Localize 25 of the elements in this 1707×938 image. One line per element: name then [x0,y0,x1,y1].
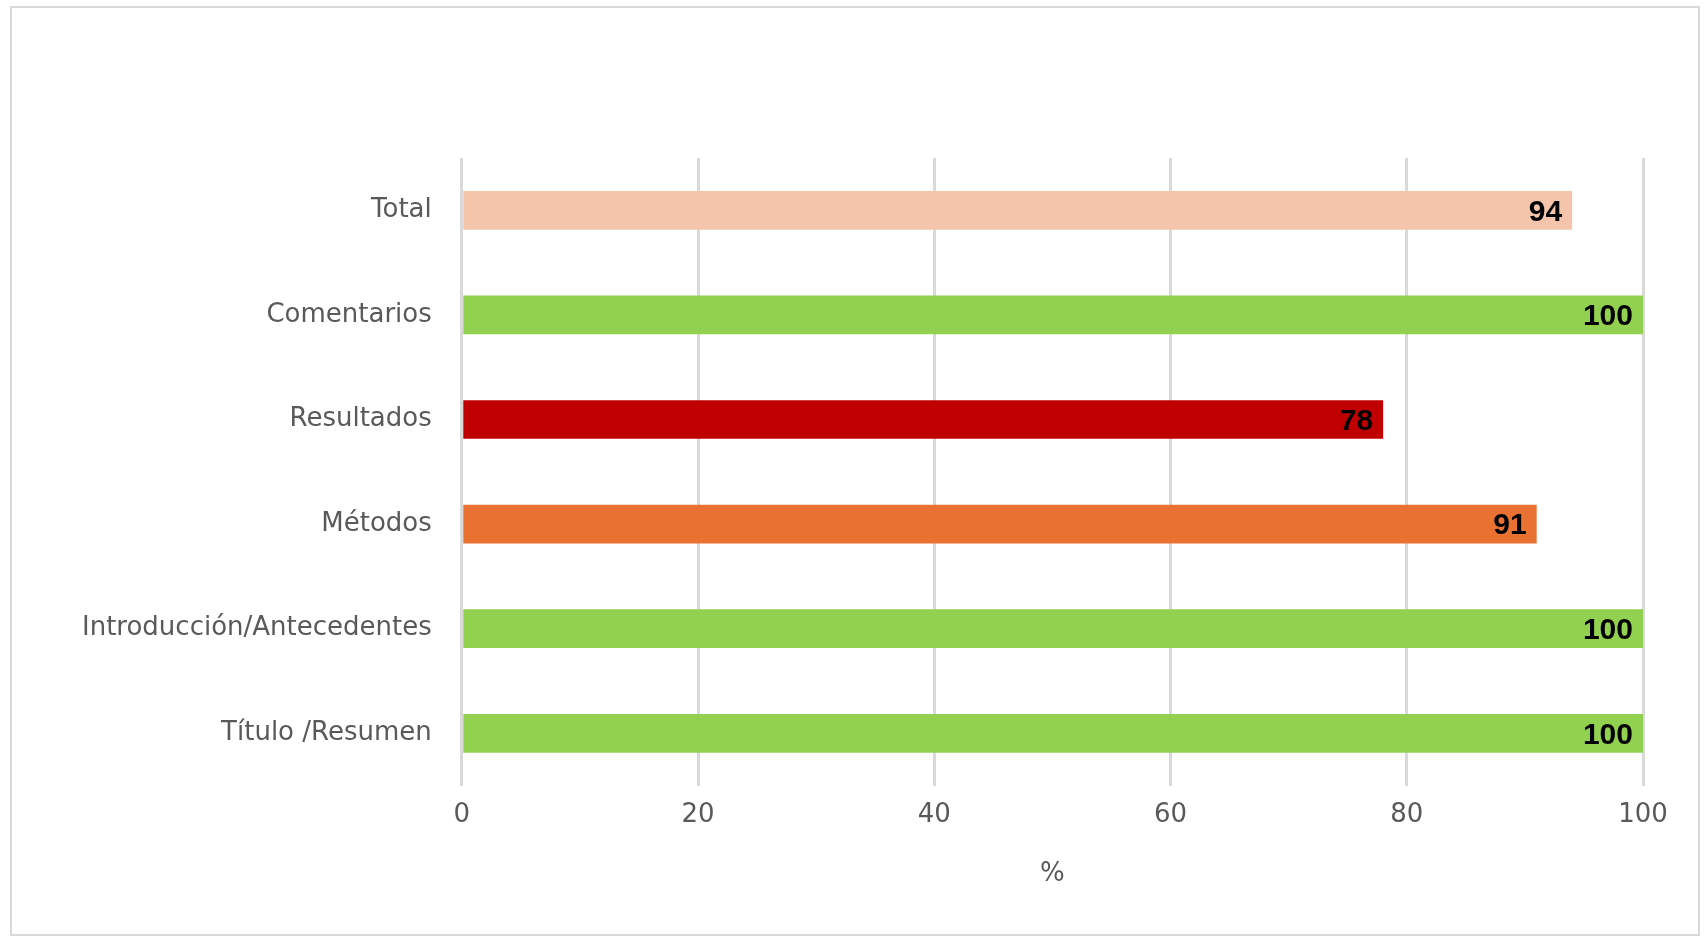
x-tick-label: 0 [453,797,471,828]
data-label: 100 [1582,298,1633,332]
bar [463,504,1537,544]
data-label: 94 [1528,193,1563,227]
y-tick-label: Comentarios [266,297,432,328]
data-label: 78 [1339,402,1374,436]
x-tick-label: 60 [1153,797,1188,828]
bar [463,295,1643,335]
x-tick-label: 40 [917,797,951,828]
x-axis-title: % [1040,857,1065,888]
data-label: 100 [1582,611,1633,645]
x-tick-label: 20 [681,797,715,828]
y-tick-label: Título /Resumen [220,716,432,747]
y-tick-label: Métodos [321,506,432,537]
bar [463,190,1573,230]
data-label: 91 [1493,507,1527,541]
bar [463,609,1643,649]
y-tick-label: Introducción/Antecedentes [81,611,432,642]
x-tick-label: 80 [1390,797,1424,828]
y-tick-label: Resultados [289,402,432,433]
bar [463,400,1384,439]
y-tick-label: Total [370,193,432,224]
data-label: 100 [1582,716,1633,750]
x-tick-label: 100 [1618,797,1668,828]
bar [463,713,1643,753]
